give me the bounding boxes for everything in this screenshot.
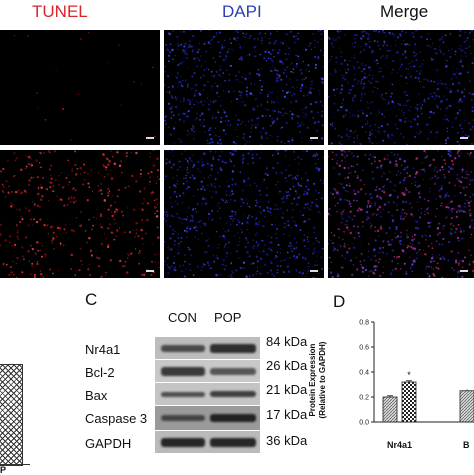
dapi-con-image: [164, 30, 324, 145]
kda-label-bax: 21 kDa: [266, 382, 308, 397]
tunel-pop-image: [0, 150, 160, 278]
merge-con-image: [328, 30, 474, 145]
blot-bax: [155, 383, 260, 405]
blot-gapdh: [155, 431, 260, 453]
protein-label-gapdh: GAPDH: [85, 436, 132, 451]
panel-d-chart: 0.0 0.2 0.4 0.6 0.8 * Nr4a1 B: [359, 320, 474, 450]
panel-d-letter: D: [333, 292, 346, 311]
left-fragment-label: P: [0, 465, 7, 475]
kda-label-caspase3: 17 kDa: [266, 407, 308, 422]
bar-nr4a1-series-1: [382, 396, 398, 423]
scale-bar: [146, 137, 154, 139]
dapi-pop-image: [164, 150, 324, 278]
scale-bar: [460, 137, 468, 139]
y-tick-label: 0.6: [359, 345, 369, 352]
left-fragment-bar: [0, 364, 23, 466]
significance-star: *: [407, 370, 411, 380]
panel-c-letter: C: [85, 290, 98, 309]
scale-bar: [460, 270, 468, 272]
lane-label-pop: POP: [214, 310, 242, 325]
kda-label-nr4a1: 84 kDa: [266, 334, 308, 349]
lane-label-con: CON: [168, 310, 197, 325]
protein-label-caspase3: Caspase 3: [85, 411, 148, 426]
protein-label-bax: Bax: [85, 388, 108, 403]
blot-nr4a1: [155, 337, 260, 359]
scale-bar: [310, 137, 318, 139]
y-tick-label: 0.4: [359, 370, 369, 377]
protein-label-bcl2: Bcl-2: [85, 365, 115, 380]
tunel-column-label: TUNEL: [32, 2, 88, 21]
y-tick-label: 0.2: [359, 395, 369, 402]
kda-label-gapdh: 36 kDa: [266, 433, 308, 448]
scale-bar: [146, 270, 154, 272]
merge-column-label: Merge: [380, 2, 429, 21]
y-axis-title: Protein Expression (Relative to GAPDH): [308, 325, 328, 435]
x-category-label-partial: B: [463, 440, 470, 450]
kda-label-bcl2: 26 kDa: [266, 358, 308, 373]
blot-caspase3: [155, 406, 260, 430]
bar-nr4a1-series-2: [401, 381, 417, 423]
merge-pop-image: [328, 150, 474, 278]
y-tick-label: 0.0: [359, 420, 369, 427]
blot-bcl2: [155, 360, 260, 382]
tunel-con-image: [0, 30, 160, 145]
x-category-label: Nr4a1: [387, 440, 412, 450]
y-tick-label: 0.8: [359, 320, 369, 327]
dapi-column-label: DAPI: [222, 2, 262, 21]
scale-bar: [310, 270, 318, 272]
y-axis-title-line1: Protein Expression: [308, 343, 317, 417]
bar-partial-next-group: [459, 390, 474, 423]
y-axis-title-line2: (Relative to GAPDH): [318, 341, 327, 419]
left-fragment-axis: [0, 464, 30, 465]
protein-label-nr4a1: Nr4a1: [85, 342, 121, 357]
